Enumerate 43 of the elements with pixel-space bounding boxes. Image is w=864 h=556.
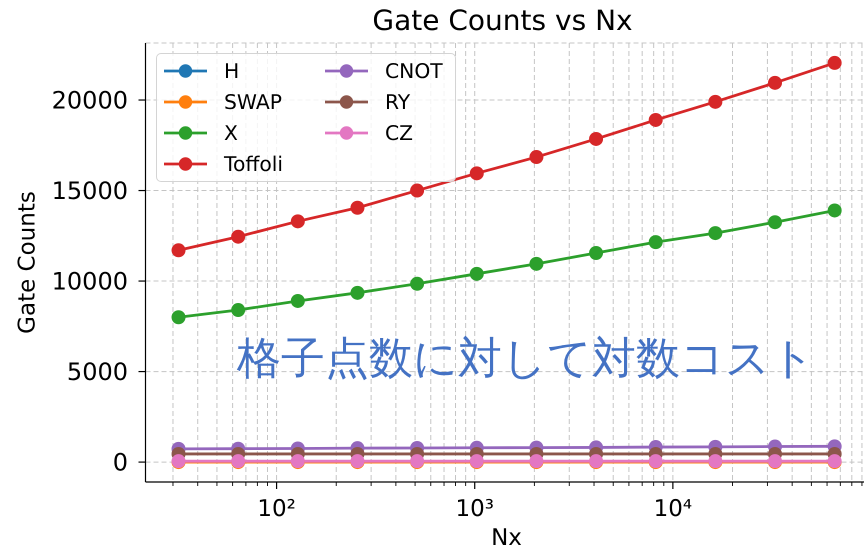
point	[172, 243, 186, 258]
point	[589, 246, 604, 260]
y-tick-label: 0	[112, 448, 128, 477]
legend-label: H	[224, 59, 240, 84]
point	[290, 214, 305, 228]
point	[470, 266, 484, 281]
point	[529, 256, 544, 271]
x-axis-title: Nx	[490, 525, 523, 551]
annotation: 格子点数に対して対数コスト	[237, 333, 815, 384]
x-tick-label: 10²	[257, 496, 296, 522]
point	[290, 294, 305, 308]
point	[768, 215, 782, 230]
point	[470, 166, 484, 180]
point	[648, 235, 663, 250]
chart-title: Gate Counts vs Nx	[371, 4, 634, 37]
point	[410, 276, 424, 291]
legend-label: Toffoli	[224, 152, 284, 176]
x-tick-label: 10³	[455, 496, 494, 522]
point	[768, 76, 782, 90]
point	[589, 132, 604, 146]
point	[410, 184, 424, 198]
point	[172, 310, 186, 324]
point	[708, 94, 722, 109]
point	[529, 150, 544, 164]
y-axis-title: Gate Counts	[14, 190, 40, 336]
legend-label: SWAP	[224, 90, 282, 114]
y-tick-label: 20000	[52, 86, 128, 115]
y-tick-label: 5000	[66, 358, 128, 386]
y-tick-label: 15000	[52, 177, 128, 206]
legend-label: RY	[385, 90, 410, 114]
legend-label: CZ	[385, 121, 414, 146]
legend-label: X	[224, 121, 238, 146]
x-tick-label: 10⁴	[654, 496, 692, 522]
point	[231, 230, 246, 244]
legend-label: CNOT	[385, 59, 443, 84]
point	[231, 303, 246, 318]
point	[828, 56, 842, 70]
point	[350, 286, 364, 300]
point	[350, 200, 364, 215]
y-tick-label: 10000	[52, 268, 128, 296]
point	[708, 226, 722, 240]
point	[648, 112, 663, 127]
point	[828, 203, 842, 218]
